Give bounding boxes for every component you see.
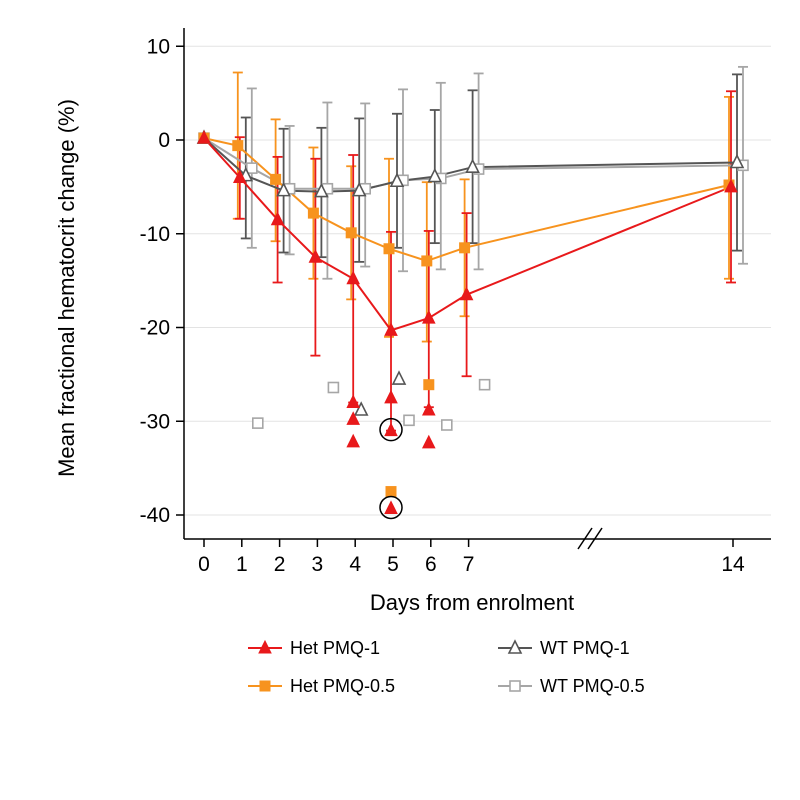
data-point xyxy=(421,255,433,267)
legend: Het PMQ-1 Het PMQ-0.5 WT PMQ-1 WT PMQ-0.5 xyxy=(248,638,645,696)
legend-label: WT PMQ-1 xyxy=(540,638,630,658)
data-point xyxy=(314,182,329,198)
data-point xyxy=(729,153,745,169)
y-tick-label: -30 xyxy=(140,410,170,433)
highlight-circles xyxy=(379,417,403,520)
x-axis-title: Days from enrolment xyxy=(370,590,574,615)
data-point xyxy=(427,167,443,183)
x-tick-label: 3 xyxy=(312,553,324,576)
axes xyxy=(183,28,771,550)
data-point xyxy=(421,310,436,324)
x-tick-label: 0 xyxy=(198,553,210,576)
series-markers xyxy=(196,129,749,514)
outlier-point xyxy=(384,389,398,404)
data-point xyxy=(724,178,738,193)
data-point xyxy=(276,181,291,197)
outlier-point xyxy=(391,370,407,385)
legend-item: WT PMQ-0.5 xyxy=(498,676,645,696)
x-tick-label: 14 xyxy=(721,553,745,576)
outlier-point xyxy=(421,401,436,416)
outlier-point xyxy=(346,394,361,408)
data-point xyxy=(383,243,395,255)
data-point xyxy=(346,270,361,285)
data-point xyxy=(307,207,319,219)
data-point xyxy=(197,130,211,144)
legend-item: WT PMQ-1 xyxy=(498,638,630,658)
legend-item: Het PMQ-1 xyxy=(248,638,380,658)
data-point xyxy=(389,172,405,188)
x-tick-label: 1 xyxy=(236,553,248,576)
y-tick-label: -20 xyxy=(140,317,170,340)
error-bars xyxy=(232,65,748,432)
y-ticks: 10 0 -10 -20 -30 -40 xyxy=(140,35,184,527)
y-tick-label: -40 xyxy=(140,504,170,527)
data-point xyxy=(459,286,474,301)
outlier-point xyxy=(440,419,453,431)
data-point xyxy=(459,242,471,254)
outlier-point xyxy=(403,414,415,427)
outlier-point xyxy=(421,434,436,449)
outlier-point xyxy=(384,500,398,514)
legend-marker xyxy=(509,680,521,692)
outlier-point xyxy=(252,417,264,429)
legend-marker xyxy=(258,639,272,654)
legend-marker xyxy=(259,680,271,692)
outlier-point xyxy=(327,381,340,394)
outlier-point xyxy=(385,486,397,498)
x-ticks: 0 1 2 3 4 5 6 7 14 xyxy=(198,539,745,576)
x-tick-label: 6 xyxy=(425,553,437,576)
highlight-circle xyxy=(379,495,403,520)
axis-break-mark xyxy=(577,527,603,550)
data-point xyxy=(351,181,367,197)
outlier-point xyxy=(384,422,398,437)
x-tick-label: 7 xyxy=(463,553,475,576)
data-point xyxy=(345,227,357,239)
legend-label: Het PMQ-1 xyxy=(290,638,380,658)
y-axis-title: Mean fractional hematocrit change (%) xyxy=(54,99,79,477)
legend-label: Het PMQ-0.5 xyxy=(290,676,395,696)
data-point xyxy=(270,173,282,185)
grid-lines xyxy=(184,45,771,516)
y-tick-label: -10 xyxy=(140,223,170,246)
data-point xyxy=(308,249,323,263)
data-point xyxy=(246,162,258,174)
data-point xyxy=(270,211,285,226)
legend-item: Het PMQ-0.5 xyxy=(248,676,395,696)
highlight-circle xyxy=(379,417,403,442)
outlier-point xyxy=(423,379,435,391)
legend-label: WT PMQ-0.5 xyxy=(540,676,645,696)
x-tick-label: 4 xyxy=(349,553,361,576)
outlier-point xyxy=(353,401,369,416)
outlier-point xyxy=(346,411,361,425)
y-tick-label: 10 xyxy=(147,35,170,58)
outlier-point xyxy=(346,433,361,448)
data-point xyxy=(232,140,244,152)
x-tick-label: 2 xyxy=(274,553,286,576)
data-point xyxy=(384,322,398,336)
outlier-point xyxy=(478,378,491,391)
legend-marker xyxy=(507,639,523,654)
y-tick-label: 0 xyxy=(158,129,170,152)
data-point xyxy=(465,158,480,173)
data-point xyxy=(232,169,247,183)
x-tick-label: 5 xyxy=(387,553,399,576)
